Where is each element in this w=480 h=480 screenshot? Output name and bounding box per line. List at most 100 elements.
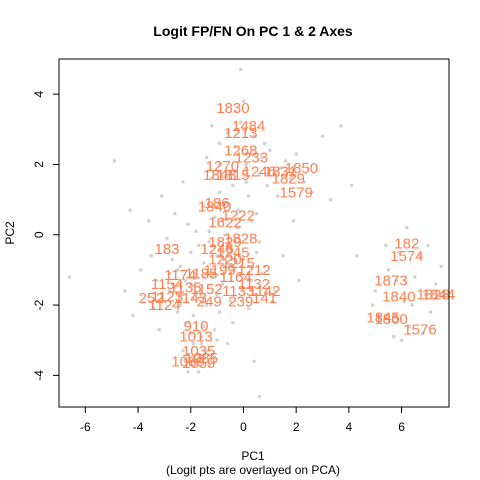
point-label: 1245 — [216, 244, 249, 261]
background-point — [215, 338, 219, 343]
point-label: 1844 — [422, 287, 455, 304]
background-point — [249, 127, 254, 132]
background-point — [204, 155, 209, 160]
background-point — [239, 67, 243, 72]
background-point — [165, 236, 169, 241]
background-point — [212, 327, 217, 332]
background-point — [394, 278, 399, 283]
point-label: 1233 — [235, 149, 268, 166]
background-point — [231, 320, 235, 325]
background-point — [328, 197, 333, 202]
background-point — [199, 341, 204, 346]
point-label: 1873 — [374, 273, 407, 290]
background-point — [202, 324, 206, 329]
background-point — [196, 352, 201, 357]
background-point — [257, 240, 262, 244]
background-point — [189, 250, 193, 255]
background-point — [228, 169, 233, 174]
background-point — [202, 275, 206, 279]
background-point — [228, 264, 233, 269]
point-label: 1622 — [208, 215, 241, 232]
background-point — [297, 278, 301, 283]
background-point — [244, 180, 248, 184]
background-point — [186, 222, 190, 226]
point-label: 1089 — [171, 353, 204, 370]
point-label: 252 — [139, 290, 164, 307]
point-label: 1579 — [280, 185, 313, 202]
background-point — [160, 194, 164, 198]
background-point — [173, 285, 177, 290]
background-point — [420, 331, 425, 336]
background-point — [252, 359, 256, 364]
background-point — [194, 229, 198, 233]
point-label: 1123 — [151, 288, 183, 305]
point-label: 1829 — [272, 171, 305, 188]
background-point — [275, 194, 280, 198]
background-point — [210, 275, 214, 279]
background-point — [397, 250, 401, 255]
background-point — [260, 271, 264, 276]
background-point — [370, 303, 375, 307]
point-label: 1840 — [198, 199, 231, 216]
point-label: 1164 — [219, 269, 251, 286]
background-point — [273, 289, 277, 293]
background-point — [254, 211, 259, 216]
background-point — [191, 341, 196, 346]
point-label: 1815 — [216, 167, 249, 184]
background-point — [289, 176, 293, 181]
x-tick-label: 6 — [398, 420, 405, 434]
y-axis-label: PC2 — [3, 221, 17, 245]
background-point — [262, 264, 267, 269]
point-label: 1268 — [224, 142, 257, 159]
background-point — [249, 278, 254, 283]
x-tick-label: 4 — [346, 420, 353, 434]
background-point — [391, 334, 396, 339]
point-label: 1828 — [417, 287, 450, 304]
background-point — [236, 225, 240, 230]
point-label: 1220 — [208, 251, 241, 268]
background-point — [217, 162, 222, 167]
point-label: 1185 — [185, 265, 217, 282]
background-point — [181, 349, 185, 353]
background-point — [217, 190, 222, 195]
point-label: 1860 — [374, 311, 407, 328]
background-point — [207, 229, 211, 233]
background-point — [215, 254, 219, 258]
point-label: 910 — [183, 318, 208, 335]
point-label: 1013 — [179, 329, 212, 346]
background-point — [149, 254, 153, 258]
background-points — [67, 67, 443, 399]
point-label: 1574 — [390, 248, 423, 265]
background-point — [428, 310, 433, 314]
background-point — [410, 303, 414, 307]
background-point — [178, 264, 182, 269]
point-label: 1222 — [222, 207, 255, 224]
x-axis-label: PC1 — [241, 449, 265, 463]
point-label: 1215 — [222, 255, 255, 272]
background-point — [426, 243, 430, 248]
background-point — [204, 349, 209, 353]
background-point — [349, 183, 354, 188]
point-label: 1133 — [222, 283, 254, 300]
background-point — [281, 254, 285, 258]
point-label: 1199 — [204, 262, 236, 279]
background-point — [399, 338, 404, 343]
background-point — [278, 166, 283, 170]
x-tick-label: -2 — [185, 420, 196, 434]
point-label: 183 — [154, 241, 179, 258]
background-point — [231, 183, 235, 188]
background-point — [233, 240, 238, 244]
background-point — [212, 215, 217, 219]
background-point — [378, 317, 383, 321]
x-tick-label: -4 — [133, 420, 144, 434]
background-point — [407, 324, 412, 329]
background-point — [183, 359, 188, 364]
point-label: 1848 — [203, 167, 236, 184]
background-point — [384, 243, 388, 248]
background-point — [373, 289, 378, 293]
background-point — [210, 176, 214, 181]
background-point — [260, 155, 264, 160]
background-point — [175, 310, 180, 314]
